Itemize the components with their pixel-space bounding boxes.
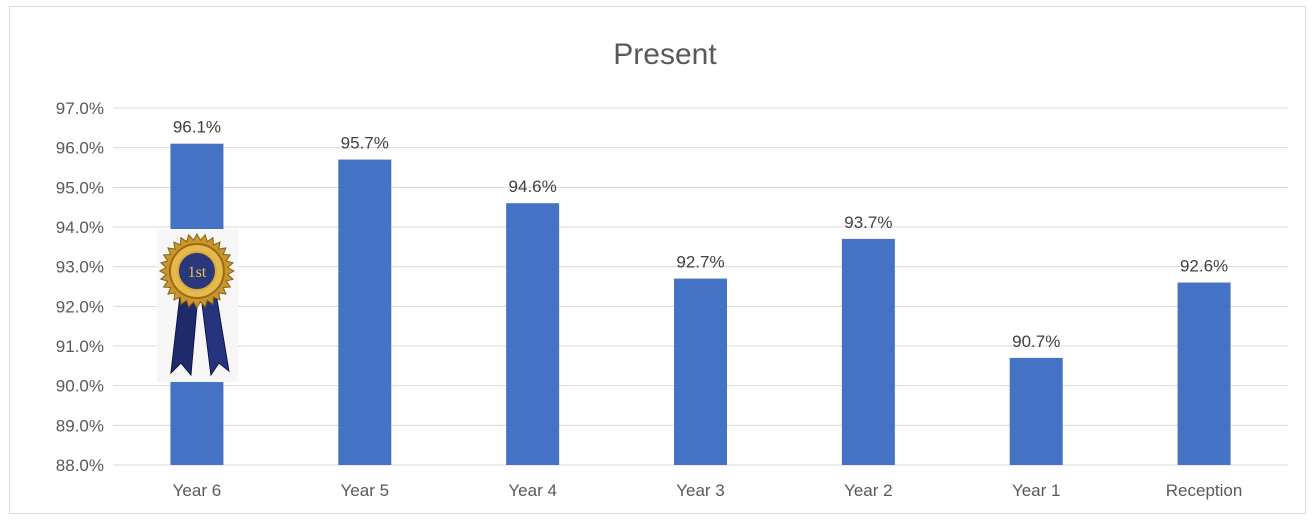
y-tick-label: 89.0% bbox=[56, 416, 104, 435]
chart-title: Present bbox=[613, 38, 717, 71]
bar bbox=[674, 278, 727, 465]
bar bbox=[841, 238, 895, 465]
x-category-label: Year 4 bbox=[508, 481, 557, 500]
x-category-label: Year 6 bbox=[173, 481, 222, 500]
first-place-ribbon-icon: 1st bbox=[156, 229, 238, 382]
badge-text: 1st bbox=[188, 264, 207, 281]
bar bbox=[338, 159, 392, 466]
data-label: 92.7% bbox=[676, 253, 724, 272]
data-label: 90.7% bbox=[1012, 332, 1060, 351]
y-tick-label: 91.0% bbox=[56, 337, 104, 356]
data-labels: 96.1% 95.7% 94.6% 92.7% 93.7% 90.7% 92.6% bbox=[173, 118, 1228, 351]
x-category-label: Reception bbox=[1166, 481, 1243, 500]
data-label: 92.6% bbox=[1180, 257, 1228, 276]
chart-frame: Present 88.0% 89.0% 90.0% 91.0% 92.0% 93.0% 94… bbox=[9, 6, 1306, 514]
bar bbox=[1177, 282, 1231, 465]
bar bbox=[1009, 357, 1063, 465]
x-category-label: Year 3 bbox=[676, 481, 725, 500]
data-label: 94.6% bbox=[509, 177, 557, 196]
y-tick-label: 94.0% bbox=[56, 218, 104, 237]
y-axis-ticks: 88.0% 89.0% 90.0% 91.0% 92.0% 93.0% 94.0% 95.0%… bbox=[56, 99, 104, 475]
y-tick-label: 92.0% bbox=[56, 297, 104, 316]
y-tick-label: 97.0% bbox=[56, 99, 104, 118]
bar bbox=[506, 203, 560, 465]
y-tick-label: 93.0% bbox=[56, 258, 104, 277]
data-label: 96.1% bbox=[173, 118, 221, 137]
y-tick-label: 95.0% bbox=[56, 178, 104, 197]
bars bbox=[170, 143, 1231, 466]
y-tick-label: 88.0% bbox=[56, 456, 104, 475]
data-label: 95.7% bbox=[341, 134, 389, 153]
x-category-label: Year 5 bbox=[341, 481, 390, 500]
x-axis-categories: Year 6 Year 5 Year 4 Year 3 Year 2 Year 1 Rece… bbox=[173, 481, 1243, 500]
x-category-label: Year 2 bbox=[844, 481, 893, 500]
x-category-label: Year 1 bbox=[1012, 481, 1061, 500]
y-tick-label: 90.0% bbox=[56, 377, 104, 396]
bar-chart: Present 88.0% 89.0% 90.0% 91.0% 92.0% 93.0% 94… bbox=[56, 38, 1288, 500]
first-place-badge: 1st bbox=[156, 229, 238, 382]
y-tick-label: 96.0% bbox=[56, 139, 104, 158]
data-label: 93.7% bbox=[844, 213, 892, 232]
